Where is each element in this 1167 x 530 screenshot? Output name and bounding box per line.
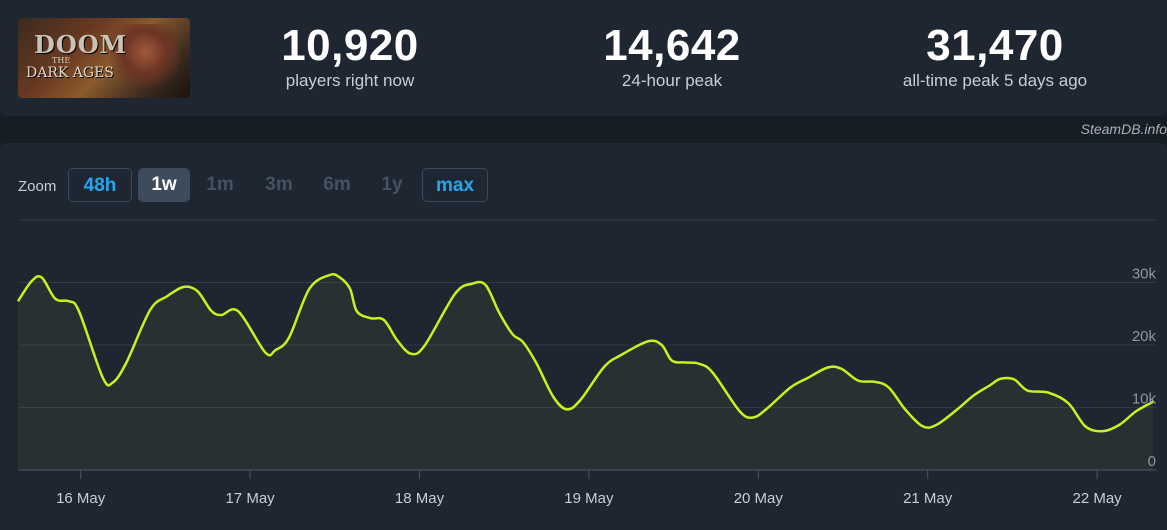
y-tick-label: 20k: [1132, 328, 1157, 345]
cover-logo-top: DOOM: [34, 30, 128, 59]
x-tick-label: 19 May: [564, 490, 614, 507]
zoom-48h-button[interactable]: 48h: [68, 168, 132, 202]
all-time-peak-label: all-time peak 5 days ago: [902, 71, 1088, 90]
chart-y-axis: 0 10k 20k 30k: [1132, 266, 1157, 471]
cover-logo-mid: THE: [52, 56, 71, 65]
y-tick-label: 10k: [1132, 391, 1157, 408]
cover-logo-bottom: DARK AGES: [26, 65, 114, 81]
daily-peak-label: 24-hour peak: [621, 71, 723, 90]
chart-series-area: [18, 274, 1153, 470]
y-tick-label: 0: [1148, 453, 1156, 470]
zoom-6m-button[interactable]: 6m: [323, 174, 351, 195]
all-time-peak-stat: 31,470 all-time peak 5 days ago: [870, 22, 1120, 92]
game-cover-image[interactable]: DOOM THE DARK AGES: [18, 18, 190, 98]
x-tick-label: 22 May: [1072, 490, 1122, 507]
steamdb-watermark: SteamDB.info: [1080, 121, 1167, 137]
zoom-3m-button[interactable]: 3m: [265, 174, 293, 195]
current-players-label: players right now: [285, 71, 415, 90]
chart-x-axis: 16 May 17 May 18 May 19 May 20 May 21 May 22 M…: [56, 470, 1122, 507]
current-players-stat: 10,920 players right now: [250, 22, 450, 92]
x-tick-label: 17 May: [225, 490, 275, 507]
zoom-label: Zoom: [18, 178, 57, 195]
all-time-peak-value: 31,470: [926, 21, 1064, 70]
zoom-1m-button[interactable]: 1m: [206, 174, 234, 195]
daily-peak-value: 14,642: [603, 21, 741, 70]
stats-header: [0, 0, 1167, 116]
zoom-1y-button[interactable]: 1y: [381, 174, 403, 195]
current-players-value: 10,920: [281, 21, 419, 70]
cover-artwork: [110, 24, 180, 94]
zoom-max-button[interactable]: max: [422, 168, 488, 202]
player-chart-panel: [0, 143, 1167, 530]
x-tick-label: 20 May: [734, 490, 784, 507]
x-tick-label: 18 May: [395, 490, 445, 507]
zoom-1w-button[interactable]: 1w: [138, 168, 190, 202]
chart-gridlines: [18, 219, 1157, 471]
x-tick-label: 16 May: [56, 490, 106, 507]
y-tick-label: 30k: [1132, 266, 1157, 283]
daily-peak-stat: 14,642 24-hour peak: [572, 22, 772, 92]
x-tick-label: 21 May: [903, 490, 953, 507]
chart-series-line[interactable]: [16, 273, 1154, 433]
